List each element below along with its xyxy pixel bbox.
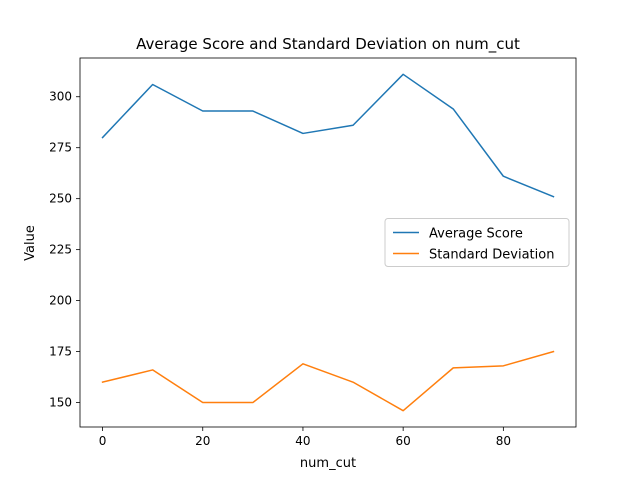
legend-label-standard-deviation: Standard Deviation — [429, 248, 554, 263]
series-line-standard-deviation — [101, 350, 555, 412]
y-tick-label: 300 — [49, 90, 72, 104]
legend: Average Score Standard Deviation — [384, 218, 570, 267]
y-tick-label: 250 — [49, 192, 72, 206]
series-line-average-score — [101, 73, 555, 198]
y-tick-label: 150 — [49, 396, 72, 410]
y-tick-label: 175 — [49, 345, 72, 359]
plot-frame — [79, 57, 577, 428]
chart-title: Average Score and Standard Deviation on … — [136, 35, 520, 54]
y-tick-label: 200 — [49, 294, 72, 308]
legend-label-average-score: Average Score — [429, 227, 523, 242]
y-axis-label: Value — [23, 225, 38, 261]
x-tick-label: 20 — [195, 434, 210, 448]
legend-box — [384, 218, 570, 267]
plot-area: 0 20 40 60 80 150 175 200 225 250 275 300 Average Sc… — [49, 57, 577, 448]
x-axis-label: num_cut — [300, 456, 356, 471]
x-tick-label: 80 — [496, 434, 511, 448]
x-tick-label: 0 — [99, 434, 107, 448]
y-tick-label: 275 — [49, 141, 72, 155]
x-tick-label: 60 — [396, 434, 411, 448]
x-tick-label: 40 — [295, 434, 310, 448]
y-tick-label: 225 — [49, 243, 72, 257]
